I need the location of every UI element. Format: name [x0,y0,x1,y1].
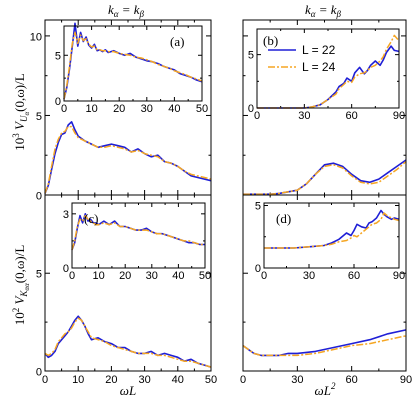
inset-b-ytick-label: 5 [248,50,254,62]
inset-b: 0 30 60 90 0 5 (b) [248,28,405,122]
inset-a-ytick-label: 0 [55,96,61,108]
inset-c-frame [71,202,206,269]
panel-c-xtick-label: 10 [72,374,84,386]
panel-label-d: (d) [276,211,291,226]
panel-c-ytick-label: 0 [36,367,42,379]
inset-c-xtick-label: 0 [69,270,75,282]
inset-d-bg [264,203,399,268]
xlabel-left: ωL [120,383,136,398]
inset-d-xtick-label: 60 [348,270,360,282]
legend-label-L24: L = 24 [302,60,336,74]
panel-d-frame [242,194,407,372]
inset-d-ytick-label: 5 [255,201,261,213]
inset-b-xtick-label: 0 [254,110,260,122]
inset-c-xtick-label: 50 [199,270,211,282]
inset-c-bg [72,203,205,268]
inset-b-series-L24 [257,34,400,109]
ylabel-bottom: 102 VKαα(0,ω)/L [11,245,31,326]
panel-b: 0 30 60 90 0 5 (b) [242,19,407,196]
panel-d-xtick-label: 60 [346,374,358,386]
panel-d-xtick-label: 90 [400,374,412,386]
inset-b-xtick-label: 30 [298,110,310,122]
panel-a-ytick-label: 10 [30,31,42,43]
inset-b-xtick-label: 60 [346,110,358,122]
panel-d-xtick-label: 0 [240,374,246,386]
panel-a-ytick-label: 5 [36,111,42,123]
inset-c-series-L24 [71,214,205,251]
inset-c-xtick-label: 30 [146,270,158,282]
inset-b-frame [256,28,400,109]
panel-c-ytick-label: 5 [36,269,42,281]
col-title-left: kα = kβ [108,2,145,19]
panel-c-xtick-label: 30 [138,374,150,386]
svg-text:102 VKαα(0,ω)/L: 102 VKαα(0,ω)/L [11,245,31,326]
inset-a-xtick-label: 50 [196,103,208,115]
panel-c-xtick-label: 40 [172,374,184,386]
inset-a-series-L24 [63,31,203,100]
panel-c-frame [44,194,212,372]
inset-a-xtick-label: 20 [113,103,125,115]
inset-d-xtick-label: 90 [393,270,405,282]
panel-c-xtick-label: 50 [205,374,217,386]
inset-a: 0 10 20 30 40 50 0 5 (a) [55,22,208,115]
inset-d-series-L24 [264,212,400,249]
inset-d-ytick-label: 0 [255,263,261,275]
panel-b-series-L24 [243,161,407,195]
ylabel-top: 103 VUα(0,ω)/L [11,73,31,150]
inset-a-ytick-label: 5 [55,50,61,62]
panel-c-series-L22 [44,315,212,368]
inset-c-xtick-label: 40 [172,270,184,282]
col-title-right: kα = kβ [305,2,342,19]
inset-b-ytick-label: 0 [248,103,254,115]
inset-a-xtick-label: 0 [61,103,67,115]
panel-label-c: (c) [84,211,98,226]
inset-c-xtick-label: 20 [119,270,131,282]
panel-d-xtick-label: 30 [291,374,303,386]
inset-c: 0 10 20 30 40 50 0 3 (c) [63,202,211,282]
inset-a-xtick-label: 40 [168,103,180,115]
panel-c-xtick-label: 20 [105,374,117,386]
panel-b-series-L22 [243,159,407,195]
inset-b-xtick-label: 90 [393,110,405,122]
panel-a-ytick-label: 0 [36,191,42,203]
legend-label-L22: L = 22 [302,43,336,57]
inset-a-xtick-label: 10 [85,103,97,115]
panel-d-series-L24 [242,335,407,357]
inset-c-series-L22 [71,213,205,251]
legend: L = 22 L = 24 [268,43,336,74]
panel-a-series-L24 [44,125,212,194]
inset-d-xtick-label: 0 [261,270,267,282]
panel-label-b: (b) [263,33,278,48]
inset-d-frame [263,202,400,269]
inset-c-ytick-label: 0 [63,263,69,275]
panel-a-series-L22 [44,121,212,194]
inset-b-bg [257,29,399,108]
inset-d-xtick-label: 30 [303,270,315,282]
panel-d: 0 30 60 90 0 30 60 90 0 5 (d) [240,194,412,386]
svg-text:103 VUα(0,ω)/L: 103 VUα(0,ω)/L [11,73,31,150]
inset-c-ytick-label: 3 [63,209,69,221]
panel-label-a: (a) [170,34,184,49]
inset-c-xtick-label: 10 [92,270,104,282]
xlabel-right: ωL2 [315,381,336,398]
panel-c-series-L24 [44,317,212,368]
inset-a-frame [63,25,203,102]
panel-a: 0 5 10 0 10 20 30 40 50 0 5 (a) [30,19,212,203]
inset-a-xtick-label: 30 [141,103,153,115]
panel-c-xtick-label: 0 [42,374,48,386]
inset-d: 0 30 60 90 0 5 (d) [255,201,405,283]
